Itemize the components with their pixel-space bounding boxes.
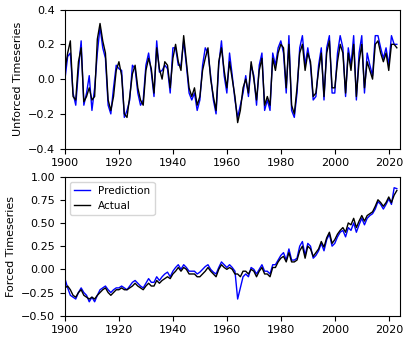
Actual	[162, 277, 167, 281]
Prediction	[394, 187, 399, 191]
Prediction	[211, 270, 216, 274]
Actual	[63, 286, 67, 290]
Prediction	[87, 300, 92, 304]
Prediction	[392, 186, 397, 190]
Prediction	[84, 293, 89, 297]
Actual	[87, 297, 92, 301]
Actual	[394, 189, 399, 193]
Prediction	[257, 267, 262, 271]
Line: Actual: Actual	[65, 191, 397, 299]
Legend: Prediction, Actual: Prediction, Actual	[70, 182, 155, 215]
Y-axis label: Unforced Timeseries: Unforced Timeseries	[13, 22, 22, 136]
Y-axis label: Forced Timeseries: Forced Timeseries	[6, 196, 16, 297]
Prediction	[63, 277, 67, 281]
Line: Prediction: Prediction	[65, 188, 397, 302]
Actual	[65, 284, 70, 288]
Prediction	[65, 286, 70, 290]
Actual	[257, 269, 262, 273]
Actual	[211, 272, 216, 276]
Actual	[84, 295, 89, 299]
Prediction	[162, 272, 167, 276]
Actual	[127, 286, 132, 290]
Prediction	[127, 284, 132, 288]
